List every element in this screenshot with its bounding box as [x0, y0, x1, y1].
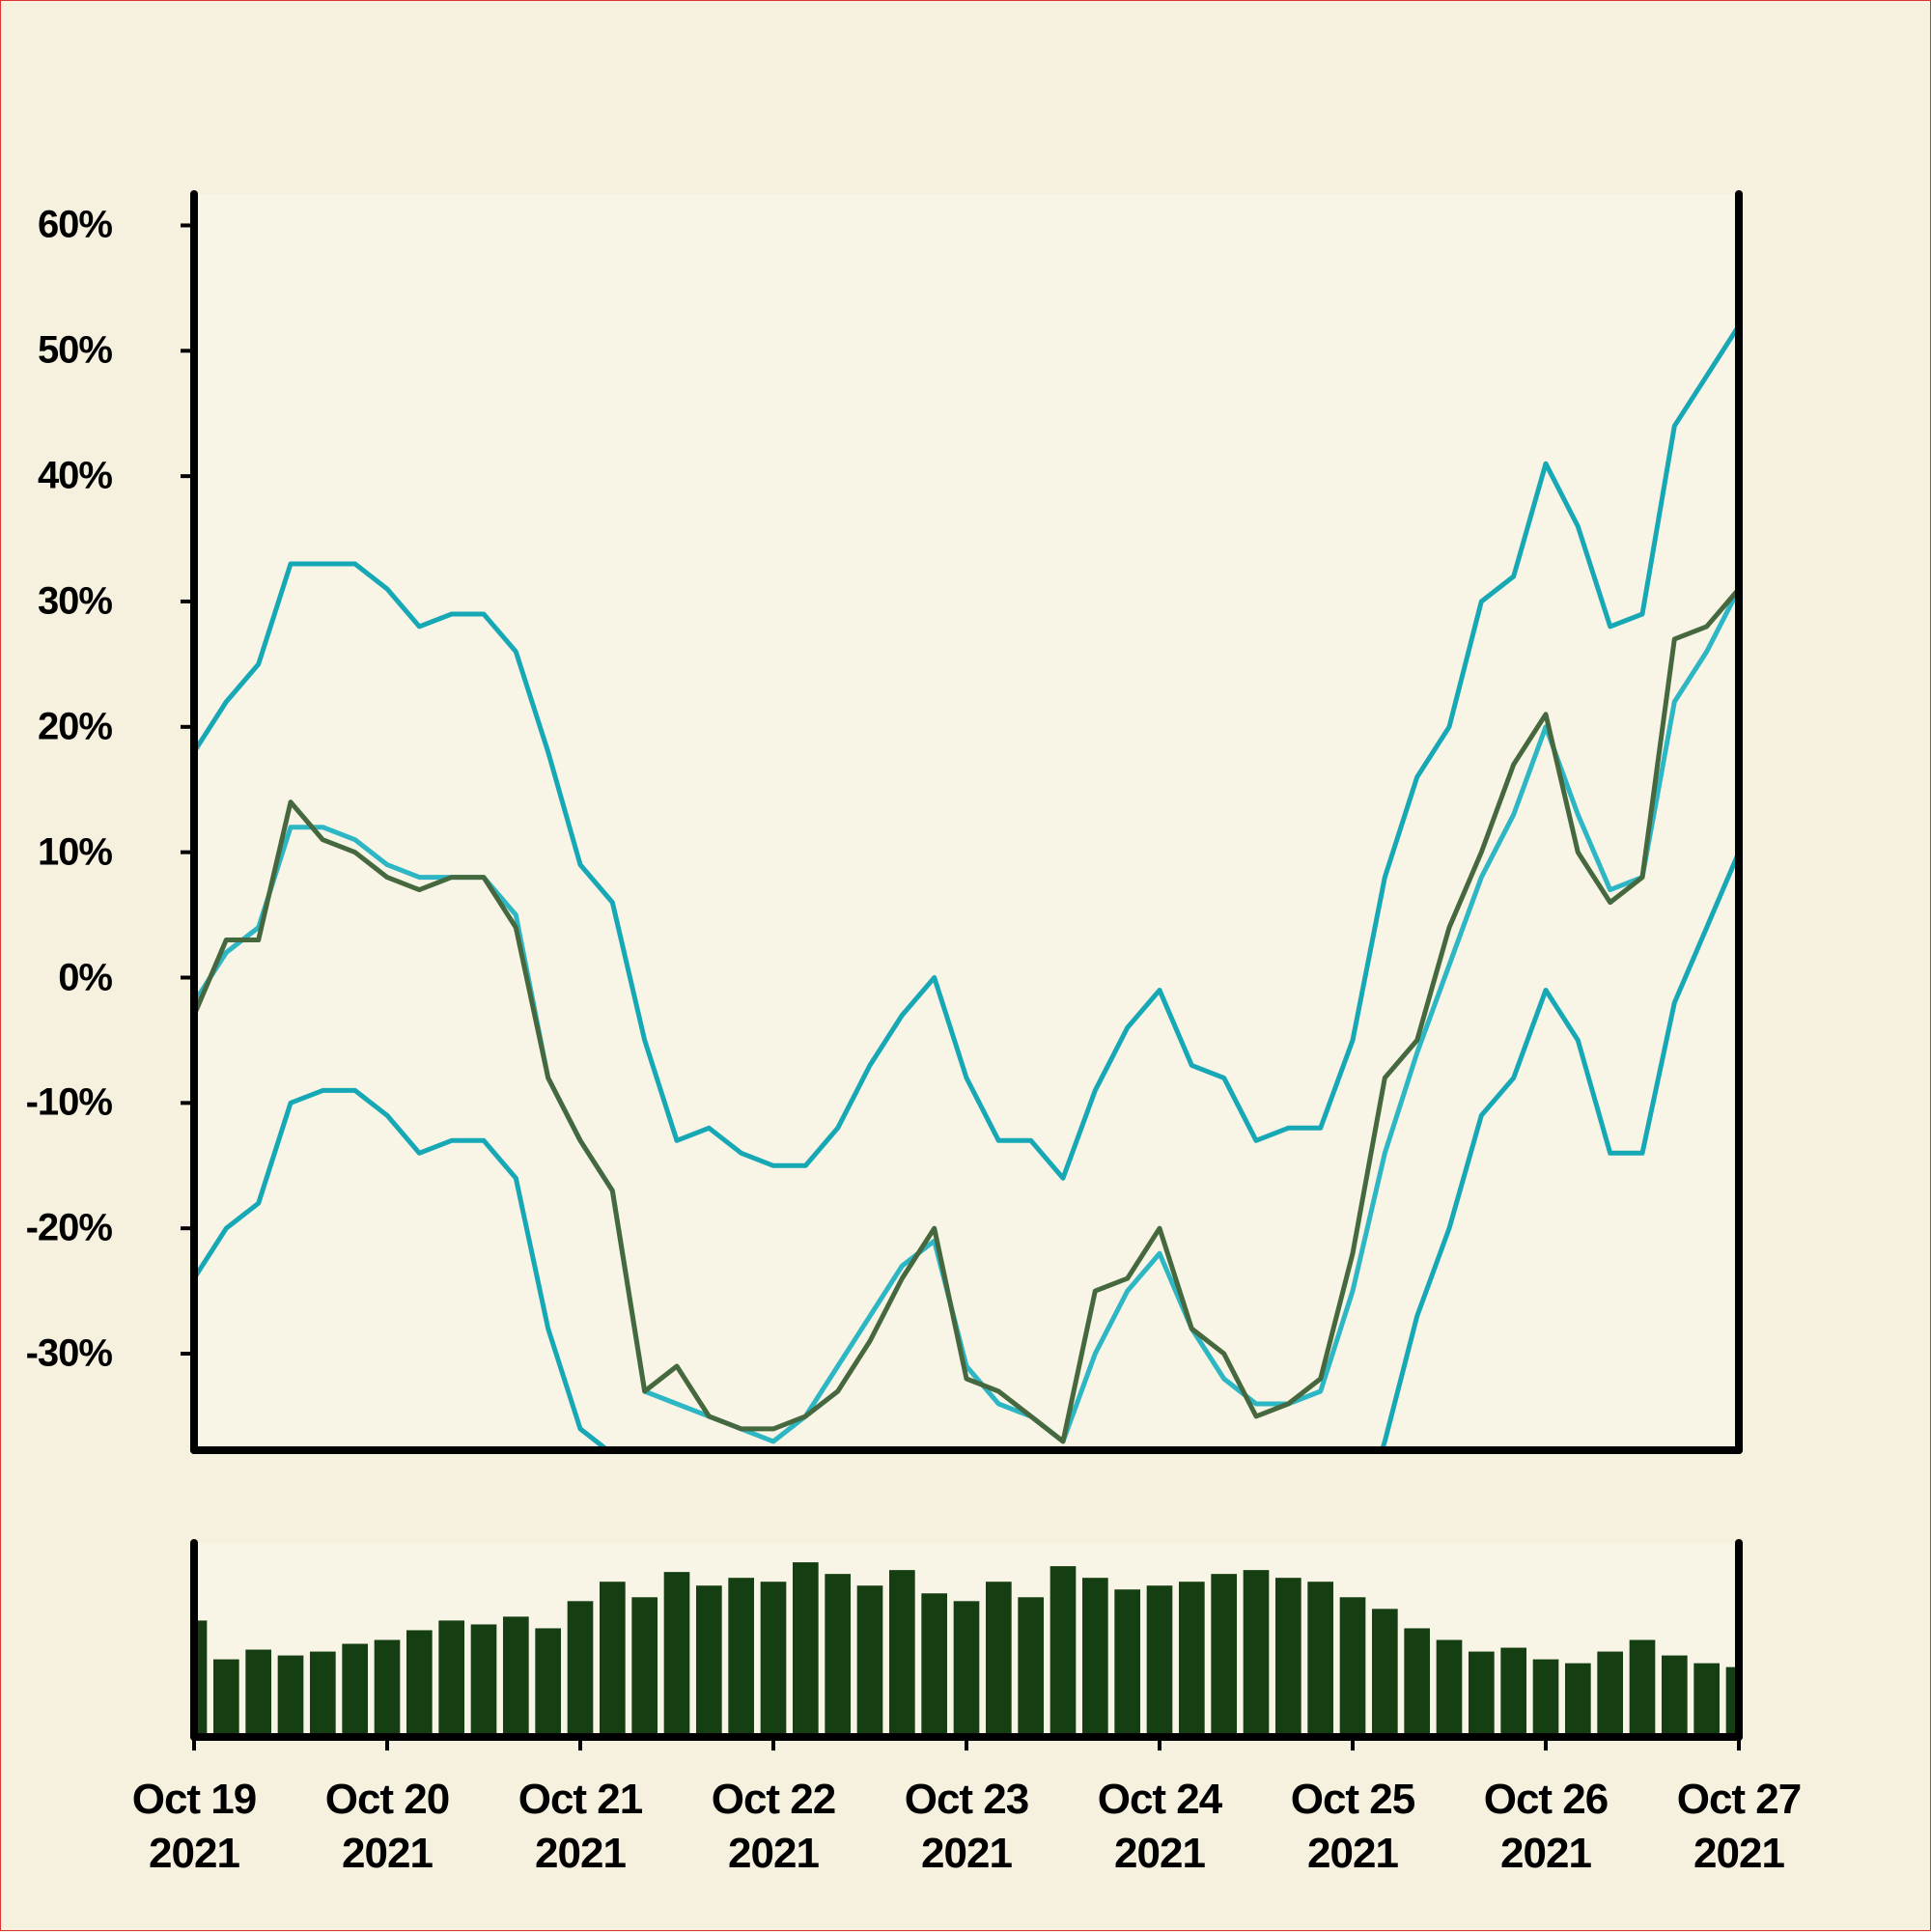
- volume-bar: [1436, 1639, 1463, 1737]
- volume-plot: [194, 1562, 1739, 1737]
- volume-bar: [1146, 1585, 1173, 1737]
- volume-bar: [310, 1651, 336, 1737]
- volume-bar: [406, 1630, 433, 1737]
- volume-bar: [213, 1659, 239, 1737]
- volume-bar: [1179, 1582, 1205, 1737]
- y-tick-label: -30%: [25, 1331, 113, 1375]
- volume-bar: [1662, 1655, 1688, 1737]
- y-tick-label: -20%: [25, 1206, 113, 1249]
- y-tick-label: 0%: [58, 956, 113, 998]
- series-line: [194, 587, 1739, 1444]
- volume-bar: [760, 1582, 787, 1737]
- volume-bar: [1211, 1574, 1237, 1737]
- volume-bar: [889, 1570, 915, 1737]
- volume-bar: [663, 1572, 690, 1737]
- volume-bar: [1469, 1651, 1495, 1737]
- y-tick-label: 10%: [37, 830, 113, 874]
- x-tick-label: Oct 21 2021: [518, 1776, 644, 1877]
- volume-bar: [567, 1601, 594, 1737]
- volume-bar: [1372, 1609, 1398, 1737]
- volume-bar: [1243, 1570, 1270, 1737]
- volume-bar: [1339, 1597, 1366, 1737]
- volume-bar: [1307, 1582, 1333, 1737]
- y-tick-label: 60%: [37, 203, 113, 246]
- volume-bar: [1018, 1597, 1044, 1737]
- volume-bar: [953, 1601, 980, 1737]
- series-line: [194, 851, 1739, 1450]
- volume-bar: [1532, 1659, 1559, 1737]
- x-tick-label: Oct 20 2021: [324, 1776, 451, 1877]
- series-line: [194, 323, 1739, 1181]
- x-tick-label: Oct 26 2021: [1483, 1776, 1609, 1877]
- volume-bar: [728, 1578, 754, 1737]
- volume-bar: [825, 1574, 851, 1737]
- volume-bar: [986, 1582, 1012, 1737]
- volume-bar: [921, 1593, 947, 1737]
- volume-bar: [535, 1628, 561, 1737]
- volume-bar: [342, 1643, 368, 1737]
- y-tick-label: 30%: [37, 579, 113, 623]
- volume-bar: [1114, 1589, 1140, 1737]
- plot-background: [194, 194, 1739, 1450]
- volume-bar: [793, 1562, 819, 1737]
- volume-bar: [277, 1655, 304, 1737]
- price-plot: [194, 323, 1739, 1450]
- volume-bar: [856, 1585, 883, 1737]
- x-tick-label: Oct 24 2021: [1097, 1776, 1223, 1877]
- volume-bar: [1049, 1566, 1077, 1737]
- volume-bar: [438, 1620, 464, 1737]
- y-tick-label: 40%: [37, 454, 113, 497]
- volume-bar: [1404, 1628, 1430, 1737]
- x-tick-label: Oct 22 2021: [711, 1776, 837, 1877]
- volume-bar: [1693, 1663, 1720, 1737]
- volume-bar: [245, 1649, 271, 1737]
- frame: [190, 190, 1743, 1741]
- volume-bar: [503, 1616, 529, 1737]
- y-tick-label: 20%: [37, 705, 113, 748]
- volume-bar: [696, 1585, 722, 1737]
- y-tick-label: 50%: [37, 328, 113, 372]
- volume-bar: [1597, 1651, 1623, 1737]
- x-tick-label: Oct 27 2021: [1676, 1776, 1803, 1877]
- x-tick-label: Oct 25 2021: [1290, 1776, 1416, 1877]
- x-tick-label: Oct 23 2021: [904, 1776, 1030, 1877]
- volume-bar: [631, 1597, 658, 1737]
- x-tick-label: Oct 19 2021: [131, 1776, 258, 1877]
- y-tick-label: -10%: [25, 1080, 113, 1124]
- volume-bar: [470, 1624, 497, 1737]
- volume-bar: [1082, 1578, 1108, 1737]
- volume-bar: [1565, 1663, 1591, 1737]
- volume-bar: [600, 1582, 626, 1737]
- volume-bar: [374, 1639, 401, 1737]
- volume-bar: [1275, 1578, 1301, 1737]
- volume-bar: [1500, 1647, 1526, 1737]
- volume-bar: [1629, 1639, 1656, 1737]
